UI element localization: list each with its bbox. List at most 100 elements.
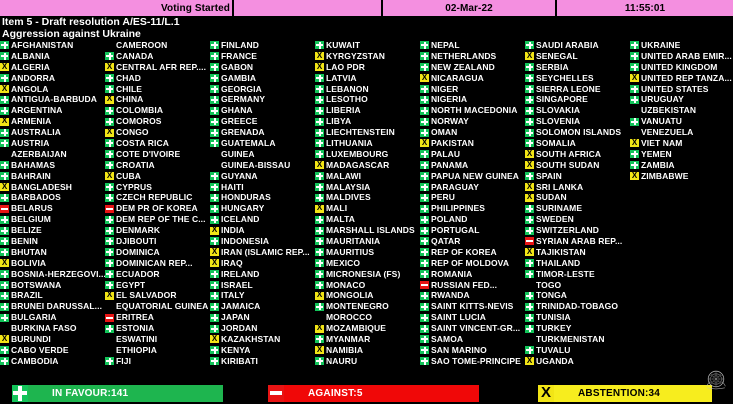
country-row: SEYCHELLES <box>525 73 630 84</box>
country-row: RWANDA <box>420 290 525 301</box>
country-name: ALBANIA <box>11 51 50 61</box>
plus-icon <box>0 281 9 290</box>
country-row: TOGO <box>525 280 630 291</box>
country-name: SWEDEN <box>536 215 574 225</box>
country-name: AZERBAIJAN <box>11 149 67 159</box>
country-row: EL SALVADOR <box>105 290 210 301</box>
country-row: LEBANON <box>315 84 420 95</box>
country-row: FRANCE <box>210 51 315 62</box>
plus-icon <box>525 128 534 137</box>
plus-icon <box>315 226 324 235</box>
country-name: AUSTRALIA <box>11 128 62 138</box>
country-name: KUWAIT <box>326 40 361 50</box>
plus-icon <box>210 139 219 148</box>
country-name: DOMINICA <box>116 247 160 257</box>
x-icon <box>525 150 534 159</box>
plus-icon <box>525 106 534 115</box>
country-row: DEM REP OF THE C... <box>105 214 210 225</box>
x-icon <box>105 128 114 137</box>
country-row: MONGOLIA <box>315 290 420 301</box>
plus-icon <box>315 357 324 366</box>
country-row: BANGLADESH <box>0 182 105 193</box>
country-row: MALI <box>315 203 420 214</box>
country-row: LIBERIA <box>315 105 420 116</box>
country-name: TIMOR-LESTE <box>536 269 595 279</box>
country-name: KYRGYZSTAN <box>326 51 385 61</box>
x-icon <box>630 139 639 148</box>
country-name: BOLIVIA <box>11 258 47 268</box>
plus-icon <box>210 302 219 311</box>
country-name: GABON <box>221 62 254 72</box>
country-name: SOUTH SUDAN <box>536 160 600 170</box>
country-name: MAURITIUS <box>326 247 375 257</box>
country-name: GUINEA-BISSAU <box>221 160 291 170</box>
country-name: BRAZIL <box>11 291 43 301</box>
country-row: SAN MARINO <box>420 345 525 356</box>
country-row: ARGENTINA <box>0 105 105 116</box>
country-row: JAPAN <box>210 312 315 323</box>
country-row: JAMAICA <box>210 301 315 312</box>
blank-icon <box>210 161 219 169</box>
country-row: UNITED STATES <box>630 84 733 95</box>
plus-icon <box>420 259 429 268</box>
country-name: CAMBODIA <box>11 356 59 366</box>
country-row: BELGIUM <box>0 214 105 225</box>
plus-icon <box>630 150 639 159</box>
country-name: COTE D'IVOIRE <box>116 149 181 159</box>
x-icon <box>0 183 9 192</box>
country-name: ARMENIA <box>11 117 52 127</box>
voting-status-cell: Voting Started <box>0 0 234 16</box>
plus-icon <box>210 291 219 300</box>
country-row: CANADA <box>105 51 210 62</box>
country-row: DJIBOUTI <box>105 236 210 247</box>
country-row: KIRIBATI <box>210 356 315 367</box>
country-name: ARGENTINA <box>11 106 63 116</box>
plus-icon <box>420 63 429 72</box>
country-row: AUSTRALIA <box>0 127 105 138</box>
country-row: GEORGIA <box>210 84 315 95</box>
country-row: OMAN <box>420 127 525 138</box>
against-label: AGAINST:5 <box>284 385 479 402</box>
country-name: MARSHALL ISLANDS <box>326 226 415 236</box>
country-row: SAO TOME-PRINCIPE <box>420 356 525 367</box>
country-name: TURKMENISTAN <box>536 334 605 344</box>
country-name: KIRIBATI <box>221 356 258 366</box>
country-row: PORTUGAL <box>420 225 525 236</box>
country-name: GEORGIA <box>221 84 262 94</box>
plus-icon <box>315 281 324 290</box>
plus-icon <box>0 128 9 137</box>
country-name: NICARAGUA <box>431 73 484 83</box>
country-name: MEXICO <box>326 258 361 268</box>
plus-icon <box>210 324 219 333</box>
plus-icon <box>210 346 219 355</box>
country-row: REP OF KOREA <box>420 247 525 258</box>
country-name: UNITED STATES <box>641 84 709 94</box>
country-name: JORDAN <box>221 324 258 334</box>
country-name: CHINA <box>116 95 144 105</box>
plus-icon <box>315 302 324 311</box>
plus-icon <box>105 281 114 290</box>
plus-icon <box>420 117 429 126</box>
country-name: ERITREA <box>116 313 155 323</box>
plus-icon <box>315 139 324 148</box>
plus-icon <box>0 237 9 246</box>
plus-icon <box>12 385 28 402</box>
country-row: UZBEKISTAN <box>630 105 733 116</box>
plus-icon <box>105 215 114 224</box>
plus-icon <box>105 161 114 170</box>
plus-icon <box>315 172 324 181</box>
country-name: VIET NAM <box>641 138 683 148</box>
country-name: PAKISTAN <box>431 138 474 148</box>
country-name: IRELAND <box>221 269 260 279</box>
country-name: BURKINA FASO <box>11 324 77 334</box>
minus-icon <box>105 204 114 213</box>
country-row: NIGERIA <box>420 94 525 105</box>
plus-icon <box>315 128 324 137</box>
x-icon <box>525 161 534 170</box>
plus-icon <box>525 117 534 126</box>
country-row: MALAWI <box>315 171 420 182</box>
plus-icon <box>630 41 639 50</box>
x-icon <box>105 95 114 104</box>
blank-icon <box>210 150 219 158</box>
